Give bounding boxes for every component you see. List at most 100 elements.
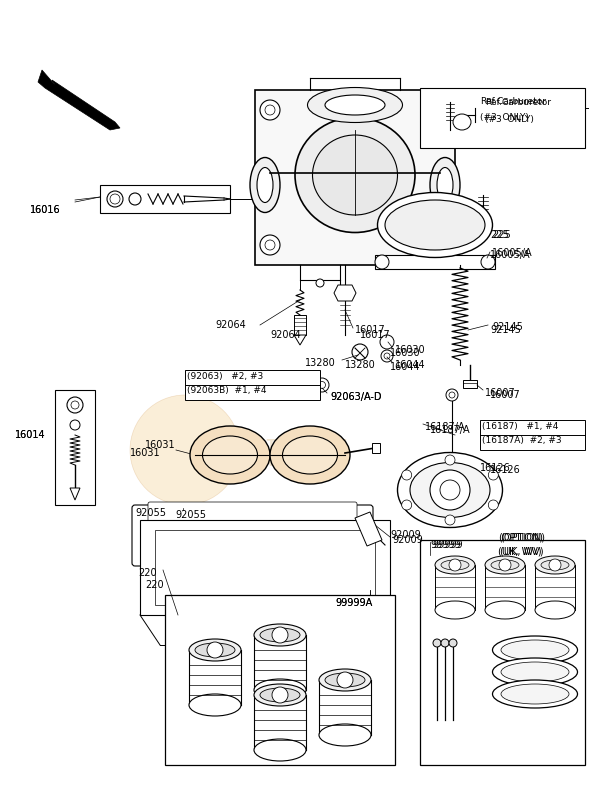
Ellipse shape xyxy=(398,452,502,527)
Text: 99999A: 99999A xyxy=(335,598,372,608)
Text: 13280: 13280 xyxy=(305,358,336,368)
Circle shape xyxy=(265,240,275,250)
Ellipse shape xyxy=(295,117,415,233)
Circle shape xyxy=(129,193,141,205)
Bar xyxy=(55,390,95,505)
Text: 16017: 16017 xyxy=(355,325,386,335)
Bar xyxy=(165,595,395,765)
Ellipse shape xyxy=(254,624,306,646)
Circle shape xyxy=(449,639,457,647)
Ellipse shape xyxy=(492,680,577,708)
Bar xyxy=(372,443,380,453)
Circle shape xyxy=(71,401,79,409)
Circle shape xyxy=(417,207,453,243)
Ellipse shape xyxy=(430,157,460,213)
Ellipse shape xyxy=(492,658,577,686)
Circle shape xyxy=(430,100,450,120)
Text: (UK, WV): (UK, WV) xyxy=(500,547,544,557)
Circle shape xyxy=(207,642,223,658)
Ellipse shape xyxy=(535,601,575,619)
Text: 92055: 92055 xyxy=(175,510,206,520)
Ellipse shape xyxy=(385,200,485,250)
Text: (92063B)  #1, #4: (92063B) #1, #4 xyxy=(187,386,266,395)
Ellipse shape xyxy=(491,560,519,570)
Polygon shape xyxy=(70,488,80,500)
Ellipse shape xyxy=(501,640,569,660)
Text: 99999: 99999 xyxy=(432,540,462,550)
Circle shape xyxy=(449,392,455,398)
Text: 16044: 16044 xyxy=(390,362,421,372)
Circle shape xyxy=(315,378,329,392)
Text: 92145: 92145 xyxy=(492,322,523,332)
Bar xyxy=(140,520,390,615)
Ellipse shape xyxy=(313,135,398,215)
Text: 16017: 16017 xyxy=(360,330,391,340)
Text: 16030: 16030 xyxy=(390,348,421,358)
Circle shape xyxy=(352,344,368,360)
Circle shape xyxy=(110,194,120,204)
Ellipse shape xyxy=(254,739,306,761)
Bar xyxy=(480,420,585,450)
Ellipse shape xyxy=(378,193,492,257)
Text: 16005/A: 16005/A xyxy=(492,248,532,258)
Text: MOTORCYCLE: MOTORCYCLE xyxy=(242,438,348,452)
Circle shape xyxy=(435,105,445,115)
Ellipse shape xyxy=(203,436,257,474)
Ellipse shape xyxy=(307,88,402,122)
Circle shape xyxy=(488,500,498,510)
Ellipse shape xyxy=(453,114,471,130)
Ellipse shape xyxy=(501,684,569,704)
Text: SPARE PARTS: SPARE PARTS xyxy=(243,455,347,469)
Text: 16031: 16031 xyxy=(145,440,176,450)
Ellipse shape xyxy=(535,556,575,574)
Polygon shape xyxy=(38,70,120,130)
FancyBboxPatch shape xyxy=(148,502,357,551)
Text: 16187/A: 16187/A xyxy=(425,422,466,432)
Ellipse shape xyxy=(319,724,371,746)
Ellipse shape xyxy=(189,694,241,716)
Ellipse shape xyxy=(485,601,525,619)
Ellipse shape xyxy=(270,426,350,484)
Bar xyxy=(420,88,585,148)
Circle shape xyxy=(549,559,561,571)
Ellipse shape xyxy=(441,560,469,570)
Ellipse shape xyxy=(190,426,270,484)
Circle shape xyxy=(107,191,123,207)
Text: (92063)   #2, #3: (92063) #2, #3 xyxy=(187,372,263,381)
Ellipse shape xyxy=(435,601,475,619)
Text: 16030: 16030 xyxy=(395,345,426,355)
Bar xyxy=(100,185,230,213)
Text: 16014: 16014 xyxy=(15,430,45,440)
Ellipse shape xyxy=(541,560,569,570)
Circle shape xyxy=(440,480,460,500)
Circle shape xyxy=(260,100,280,120)
Text: 16187/A: 16187/A xyxy=(430,425,471,435)
Text: 16126: 16126 xyxy=(490,465,521,475)
Ellipse shape xyxy=(435,556,475,574)
Circle shape xyxy=(488,470,498,480)
FancyBboxPatch shape xyxy=(132,505,373,566)
Text: 220: 220 xyxy=(145,580,164,590)
Ellipse shape xyxy=(189,639,241,661)
Circle shape xyxy=(380,335,394,349)
Circle shape xyxy=(433,639,441,647)
Ellipse shape xyxy=(254,679,306,701)
Text: 16016: 16016 xyxy=(30,205,61,215)
Circle shape xyxy=(445,455,455,465)
Text: (UK, WV): (UK, WV) xyxy=(498,547,542,557)
Text: 92009: 92009 xyxy=(390,530,421,540)
Circle shape xyxy=(319,381,326,388)
Circle shape xyxy=(384,353,390,359)
Bar xyxy=(185,370,320,400)
Circle shape xyxy=(272,627,288,643)
Bar xyxy=(294,315,306,335)
Text: 16007: 16007 xyxy=(485,388,516,398)
Ellipse shape xyxy=(485,556,525,574)
Ellipse shape xyxy=(501,662,569,682)
Circle shape xyxy=(70,420,80,430)
Bar xyxy=(172,635,184,645)
Text: 16007: 16007 xyxy=(490,390,521,400)
Circle shape xyxy=(130,395,240,505)
Ellipse shape xyxy=(325,95,385,115)
Bar xyxy=(155,530,375,605)
